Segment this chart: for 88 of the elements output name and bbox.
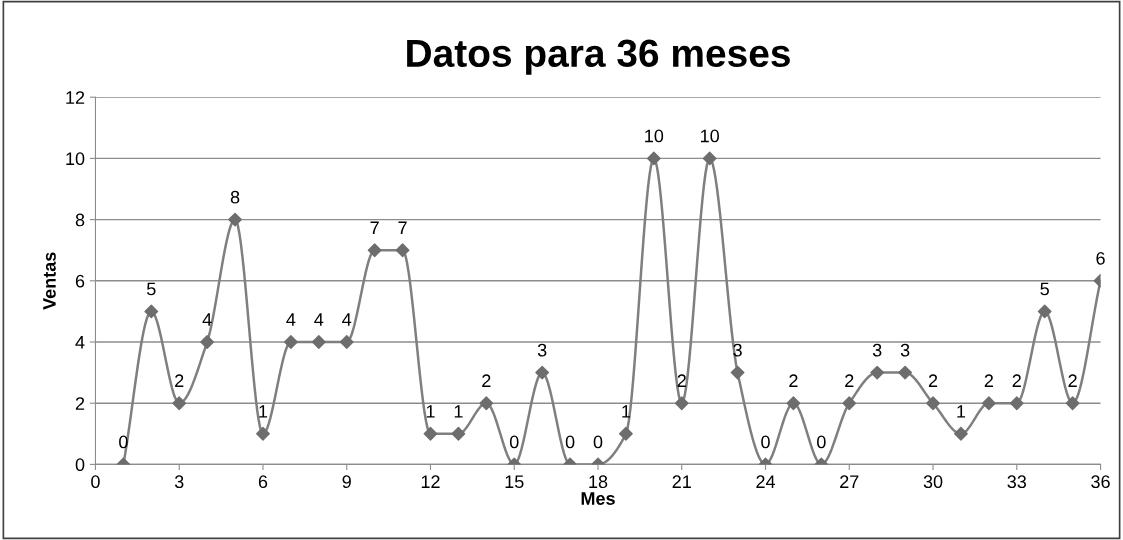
- x-tick-label: 12: [421, 475, 440, 488]
- point: [954, 426, 968, 441]
- point: [200, 335, 215, 349]
- x-tick-label: 18: [589, 475, 608, 489]
- point: [367, 243, 382, 258]
- data-label: 4: [342, 313, 352, 326]
- data-label: 0: [119, 435, 128, 449]
- point: [898, 365, 913, 380]
- data-label: 2: [1068, 374, 1077, 387]
- data-label: 0: [565, 435, 575, 449]
- point: [451, 426, 466, 441]
- y-axis-title: Ventas: [43, 252, 56, 310]
- x-tick-label: 15: [505, 475, 524, 489]
- data-label: 2: [1012, 374, 1021, 387]
- data-label: 4: [202, 313, 212, 326]
- point: [674, 396, 689, 411]
- point: [926, 396, 940, 411]
- point: [981, 396, 996, 411]
- data-label: 5: [1040, 282, 1049, 296]
- point: [479, 396, 494, 411]
- data-label: 2: [677, 374, 686, 387]
- point: [1037, 304, 1052, 319]
- point: [1065, 396, 1080, 411]
- data-label: 7: [370, 221, 379, 234]
- point: [786, 396, 801, 411]
- x-tick-label: 21: [672, 475, 691, 488]
- data-label: 10: [645, 129, 664, 143]
- x-tick-label: 36: [1091, 475, 1110, 489]
- x-tick-label: 3: [174, 475, 184, 489]
- data-label: 3: [900, 343, 910, 357]
- point: [870, 365, 885, 380]
- y-tick-label: 4: [75, 336, 85, 349]
- data-label: 3: [733, 343, 742, 357]
- x-tick-label: 9: [342, 475, 351, 489]
- y-tick-label: 12: [66, 91, 85, 104]
- data-label: 0: [761, 435, 770, 449]
- data-label: 3: [872, 343, 882, 357]
- y-tick-label: 10: [66, 152, 85, 166]
- point: [619, 426, 633, 441]
- chart-title: Datos para 36 meses: [407, 39, 790, 75]
- data-label: 8: [230, 190, 240, 204]
- x-tick-label: 0: [91, 475, 100, 489]
- point: [311, 335, 326, 349]
- x-tick-label: 24: [756, 475, 776, 488]
- x-tick-label: 27: [840, 475, 859, 488]
- point: [535, 365, 550, 380]
- point: [228, 212, 242, 227]
- x-tick-label: 30: [923, 475, 943, 489]
- data-label: 2: [928, 374, 938, 387]
- data-label: 6: [1096, 251, 1105, 265]
- point: [842, 396, 857, 411]
- data-label: 0: [593, 435, 603, 449]
- data-label: 4: [314, 313, 324, 326]
- data-label: 10: [701, 129, 720, 143]
- point: [339, 335, 354, 349]
- data-label: 1: [259, 405, 268, 418]
- x-tick-label: 6: [258, 475, 268, 489]
- data-label: 5: [146, 282, 156, 296]
- y-tick-label: 8: [75, 213, 85, 227]
- x-axis-title: Mes: [581, 492, 615, 505]
- point: [702, 151, 717, 166]
- y-tick-label: 2: [75, 397, 85, 410]
- data-label: 2: [482, 374, 491, 387]
- point: [395, 243, 410, 258]
- point: [730, 365, 745, 380]
- point: [283, 335, 298, 349]
- data-label: 3: [537, 343, 547, 357]
- data-label: 2: [845, 374, 854, 387]
- data-label: 1: [426, 405, 435, 418]
- point: [646, 151, 661, 166]
- data-label: 2: [175, 374, 184, 387]
- data-label: 0: [817, 435, 826, 449]
- point: [256, 426, 270, 441]
- data-label: 4: [286, 313, 296, 326]
- data-label: 2: [789, 374, 798, 387]
- data-label: 0: [509, 435, 519, 449]
- data-label: 2: [984, 374, 993, 387]
- x-tick-label: 33: [1007, 475, 1027, 489]
- point: [1009, 396, 1024, 411]
- point: [172, 396, 187, 411]
- y-tick-label: 6: [75, 274, 85, 288]
- point: [423, 426, 438, 441]
- point: [144, 304, 159, 319]
- y-tick-label: 0: [75, 458, 85, 472]
- data-label: 1: [622, 405, 631, 418]
- data-label: 1: [957, 405, 966, 418]
- data-label: 7: [398, 221, 407, 234]
- data-label: 1: [454, 405, 463, 418]
